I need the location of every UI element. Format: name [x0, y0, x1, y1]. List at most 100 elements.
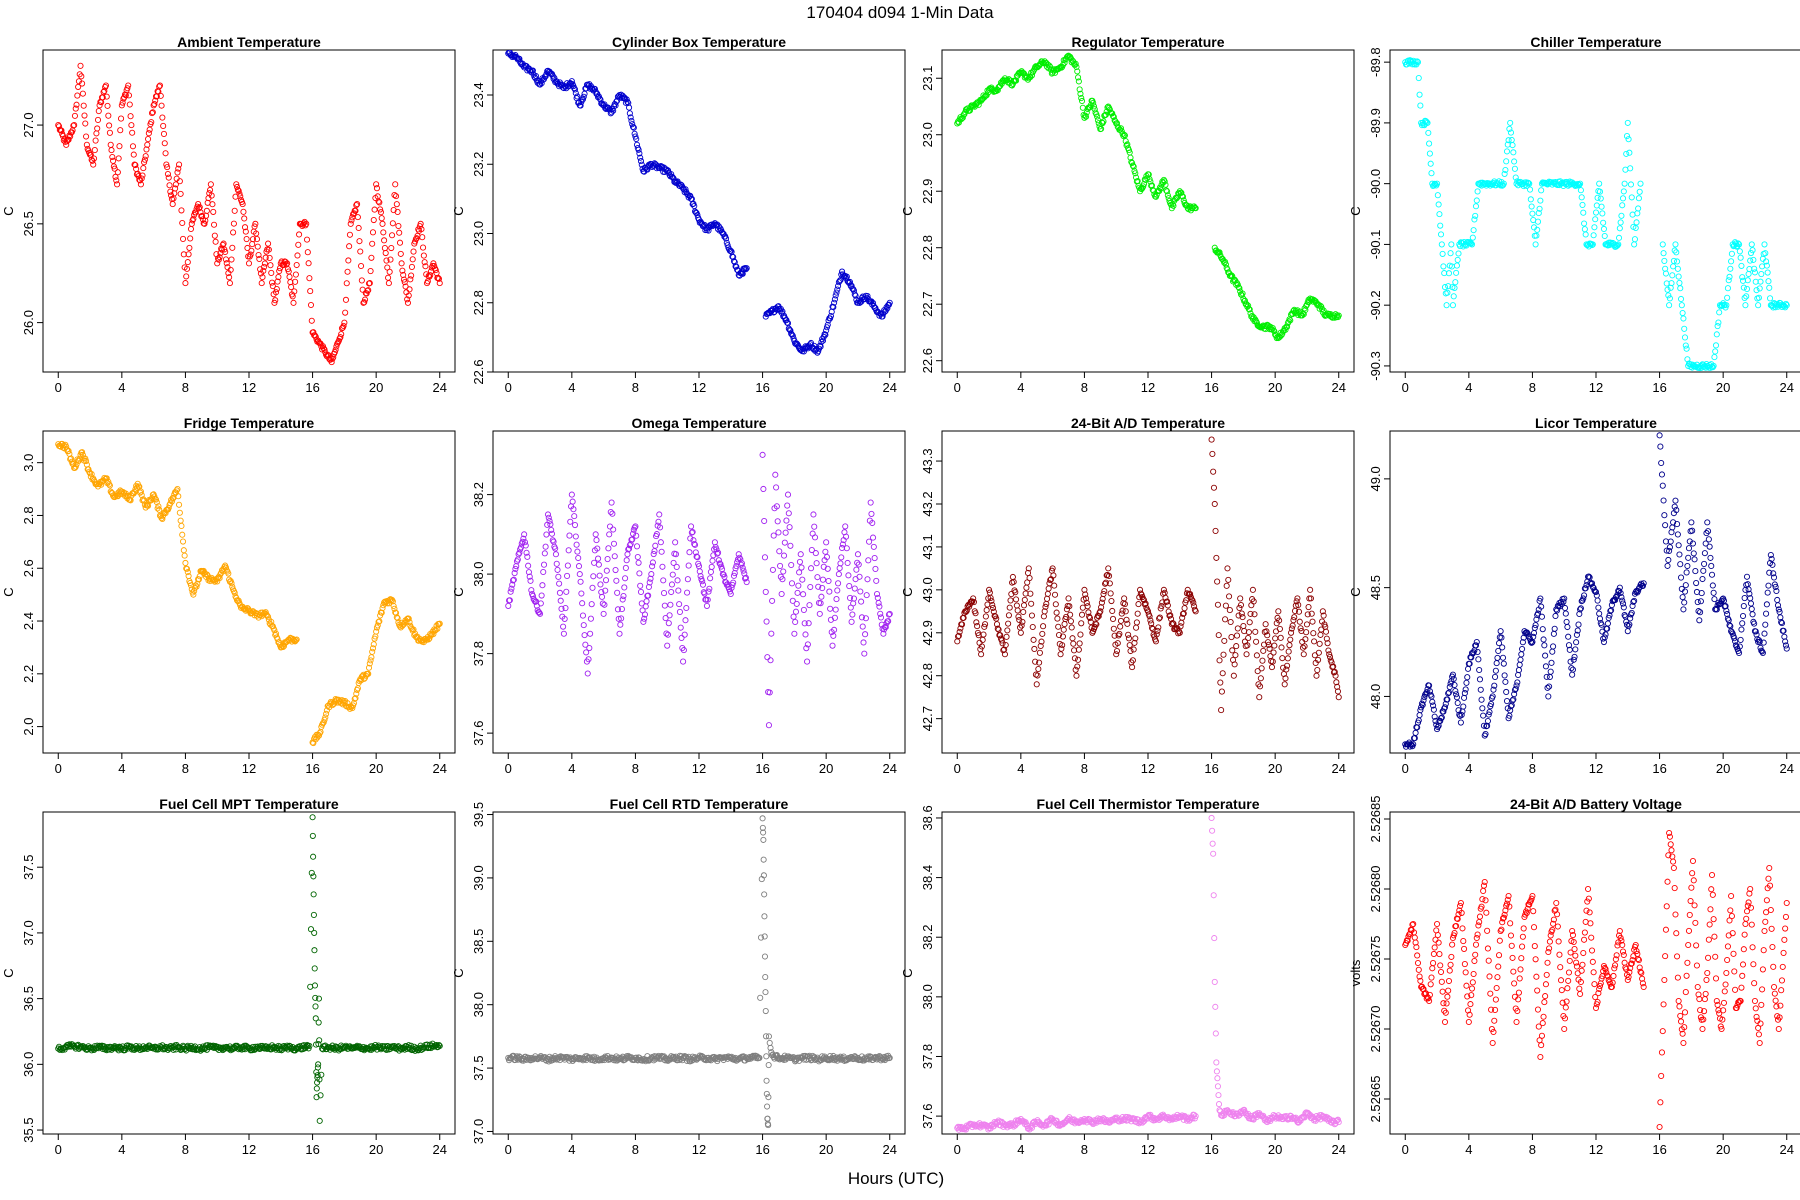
- data-point-interp: [1473, 197, 1480, 204]
- data-point-interp: [957, 625, 964, 632]
- data-point-interp: [1237, 601, 1245, 609]
- data-point-interp: [1702, 540, 1709, 547]
- data-point-interp: [1580, 595, 1587, 602]
- data-point-interp: [1046, 62, 1053, 69]
- data-point-interp: [382, 249, 389, 257]
- data-point-interp: [1484, 717, 1491, 725]
- data-point-interp: [412, 235, 419, 243]
- data-point: [778, 590, 785, 598]
- data-point: [759, 815, 766, 822]
- data-point-interp: [167, 500, 174, 507]
- data-point-interp: [633, 532, 640, 539]
- x-tick-label: 24: [883, 380, 897, 395]
- data-point-interp: [1594, 597, 1601, 604]
- x-tick-label: 8: [182, 1142, 189, 1157]
- data-point: [1589, 241, 1596, 248]
- data-point-interp: [660, 577, 667, 584]
- data-point-interp: [1639, 582, 1646, 590]
- data-point-interp: [1712, 348, 1719, 355]
- data-point-interp: [1708, 562, 1715, 570]
- data-point-interp: [1028, 600, 1035, 607]
- data-point-interp: [1709, 582, 1716, 589]
- data-point-interp: [1580, 209, 1587, 216]
- data-point-interp: [1768, 555, 1775, 562]
- series-points: [954, 52, 1342, 342]
- data-point-interp: [1236, 604, 1243, 611]
- data-point-interp: [365, 664, 373, 671]
- data-point-interp: [1573, 639, 1580, 646]
- data-point-interp: [1491, 682, 1498, 689]
- data-point-interp: [1063, 54, 1070, 61]
- data-point-interp: [71, 464, 78, 471]
- data-point-interp: [740, 567, 747, 574]
- data-point-interp: [211, 232, 218, 239]
- data-point-interp: [623, 96, 630, 103]
- data-point-interp: [344, 268, 351, 275]
- data-point-interp: [1757, 278, 1764, 285]
- data-point-interp: [1712, 605, 1720, 612]
- data-point-interp: [1284, 662, 1291, 669]
- data-point-interp: [340, 322, 347, 329]
- data-point-interp: [1456, 711, 1463, 718]
- data-point-interp: [361, 675, 368, 682]
- data-point-interp: [773, 484, 780, 491]
- x-tick-label: 12: [242, 761, 256, 776]
- plot-frame: [492, 49, 906, 373]
- data-point-interp: [1006, 604, 1013, 611]
- y-tick-label: -90.0: [1368, 169, 1383, 199]
- data-point-interp: [1302, 636, 1309, 643]
- data-point-interp: [1705, 536, 1712, 543]
- data-point-interp: [311, 947, 318, 954]
- data-point-interp: [1478, 696, 1485, 703]
- data-point-interp: [1500, 660, 1507, 667]
- data-point-interp: [1581, 220, 1588, 227]
- data-point: [1666, 302, 1673, 309]
- data-point-interp: [547, 521, 554, 528]
- data-point-interp: [1458, 711, 1465, 719]
- data-point-interp: [290, 636, 297, 643]
- data-point-interp: [1245, 629, 1252, 636]
- data-point-interp: [1145, 171, 1152, 178]
- data-point-interp: [276, 1046, 283, 1053]
- data-point-interp: [1534, 610, 1542, 617]
- data-point-interp: [176, 501, 183, 508]
- data-point-interp: [1568, 665, 1575, 672]
- data-point-interp: [561, 615, 568, 622]
- data-point-interp: [1450, 675, 1457, 682]
- data-point-interp: [1310, 630, 1317, 637]
- x-tick-label: 4: [118, 380, 125, 395]
- data-point-interp: [1762, 250, 1769, 257]
- data-point-interp: [1257, 683, 1264, 690]
- data-point-interp: [364, 287, 371, 294]
- data-point: [1307, 586, 1314, 593]
- data-point-interp: [581, 632, 588, 639]
- data-point: [163, 161, 170, 168]
- data-point-interp: [184, 568, 191, 576]
- data-point-interp: [836, 277, 843, 284]
- data-point-interp: [273, 286, 280, 293]
- data-point: [366, 280, 373, 287]
- data-point-interp: [548, 530, 556, 537]
- data-point-interp: [1714, 322, 1721, 330]
- data-point-interp: [301, 218, 308, 225]
- data-point-interp: [1577, 187, 1584, 194]
- data-point-interp: [177, 190, 184, 197]
- data-point-interp: [1284, 323, 1291, 330]
- data-point: [1672, 497, 1679, 504]
- data-point-interp: [226, 274, 233, 281]
- x-tick-label: 8: [632, 1142, 639, 1157]
- data-point-interp: [1104, 571, 1111, 578]
- data-point-interp: [563, 588, 570, 595]
- data-point-interp: [412, 238, 419, 245]
- x-tick-label: 24: [433, 1142, 447, 1157]
- data-point: [624, 551, 631, 558]
- data-point-interp: [549, 537, 556, 544]
- data-point-interp: [593, 537, 600, 544]
- x-tick-label: 8: [182, 380, 189, 395]
- data-point-interp: [1296, 618, 1303, 625]
- data-point-interp: [1000, 647, 1007, 654]
- data-point-interp: [1511, 165, 1518, 172]
- data-point-interp: [856, 299, 863, 307]
- data-point-interp: [726, 588, 734, 595]
- data-point-interp: [1070, 640, 1077, 647]
